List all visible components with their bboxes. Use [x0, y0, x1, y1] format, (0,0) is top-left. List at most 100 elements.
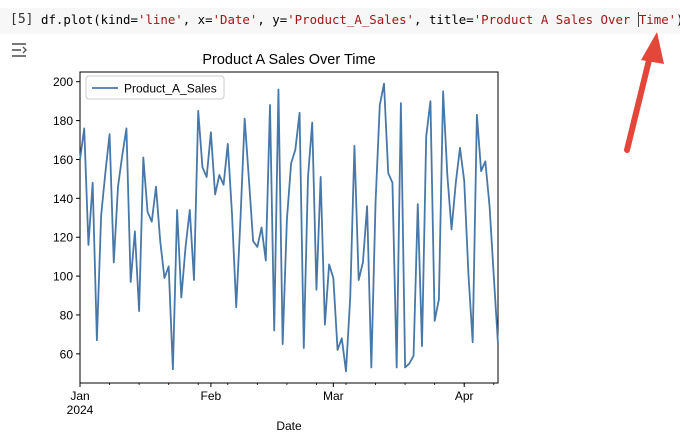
legend-box	[85, 75, 225, 100]
data-point	[244, 118, 246, 120]
data-point	[197, 110, 199, 112]
data-point	[417, 203, 419, 205]
data-point	[375, 201, 377, 203]
y-tick-label: 160	[53, 153, 73, 167]
data-point	[324, 324, 326, 326]
x-tick-label: Mar	[323, 389, 344, 403]
data-point	[88, 244, 90, 246]
data-point	[320, 176, 322, 178]
code-string: 'Product_A_Sales'	[287, 12, 415, 27]
x-tick-label: Jan	[70, 389, 89, 403]
plot-frame	[79, 71, 499, 384]
data-point	[493, 275, 495, 277]
data-point	[396, 367, 398, 369]
data-point	[189, 209, 191, 211]
data-point	[387, 172, 389, 174]
data-point	[83, 127, 85, 129]
data-point	[134, 230, 136, 232]
data-point	[79, 159, 81, 161]
data-point	[370, 367, 372, 369]
data-point	[218, 174, 220, 176]
chart-title: Product A Sales Over Time	[202, 52, 375, 68]
data-point	[421, 345, 423, 347]
data-point	[337, 349, 339, 351]
data-point	[206, 176, 208, 178]
data-point	[451, 229, 453, 231]
legend: Product_A_Sales	[85, 75, 225, 100]
data-point	[269, 104, 271, 106]
data-point	[185, 246, 187, 248]
annotation-arrow-shaft	[624, 49, 654, 153]
data-point	[404, 367, 406, 369]
data-point	[430, 100, 432, 102]
data-point	[354, 145, 356, 147]
data-point	[468, 273, 470, 275]
data-point	[484, 161, 486, 163]
data-point	[341, 337, 343, 339]
data-point	[438, 299, 440, 301]
y-tick-label: 140	[53, 192, 73, 206]
data-point	[265, 260, 267, 262]
code-token: );	[676, 12, 680, 27]
data-point	[130, 281, 132, 283]
code-string-after-cursor: Time'	[637, 12, 677, 27]
data-point	[446, 174, 448, 176]
data-point	[168, 265, 170, 267]
data-point	[362, 262, 364, 264]
annotation-arrow-head	[641, 32, 664, 64]
output-toggle-icon[interactable]	[10, 42, 28, 58]
data-point	[180, 297, 182, 299]
data-point	[392, 182, 394, 184]
code-string: 'line'	[137, 12, 183, 27]
data-point	[349, 297, 351, 299]
data-point	[463, 180, 465, 182]
code-token: , x=	[182, 12, 213, 27]
data-point	[231, 213, 233, 215]
data-point	[358, 279, 360, 281]
data-point	[121, 155, 123, 157]
data-point	[142, 157, 144, 159]
data-point	[345, 370, 347, 372]
y-tick-label: 180	[53, 114, 73, 128]
code-line[interactable]: df.plot(kind='line', x='Date', y='Produc…	[41, 12, 680, 27]
data-point	[332, 277, 334, 279]
data-point	[252, 240, 254, 242]
data-point	[172, 368, 174, 370]
data-point	[459, 147, 461, 149]
data-point	[214, 194, 216, 196]
data-point	[256, 246, 258, 248]
data-point	[290, 162, 292, 164]
data-point	[96, 339, 98, 341]
data-point	[425, 135, 427, 137]
series-layer	[79, 82, 499, 373]
data-point	[240, 219, 242, 221]
data-point	[400, 102, 402, 104]
data-point	[294, 149, 296, 151]
data-point	[311, 122, 313, 124]
data-point	[104, 172, 106, 174]
data-point	[366, 205, 368, 207]
data-point	[248, 178, 250, 180]
data-point	[227, 143, 229, 145]
code-cell-input[interactable]: [5] df.plot(kind='line', x='Date', y='Pr…	[0, 8, 680, 34]
data-point	[497, 343, 499, 345]
y-tick-label: 200	[53, 75, 73, 89]
data-point	[286, 219, 288, 221]
data-point	[282, 343, 284, 345]
data-point	[379, 104, 381, 106]
data-point	[155, 186, 157, 188]
data-point	[147, 211, 149, 213]
code-token: df.plot(kind=	[41, 12, 138, 27]
data-point	[202, 166, 204, 168]
data-point	[328, 264, 330, 266]
data-point	[100, 215, 102, 217]
data-point	[210, 131, 212, 133]
y-tick-label: 60	[60, 347, 74, 361]
x-axis-label: Date	[276, 419, 302, 433]
code-string: 'Product A Sales Over	[473, 12, 638, 27]
data-point	[413, 355, 415, 357]
data-point	[442, 91, 444, 93]
